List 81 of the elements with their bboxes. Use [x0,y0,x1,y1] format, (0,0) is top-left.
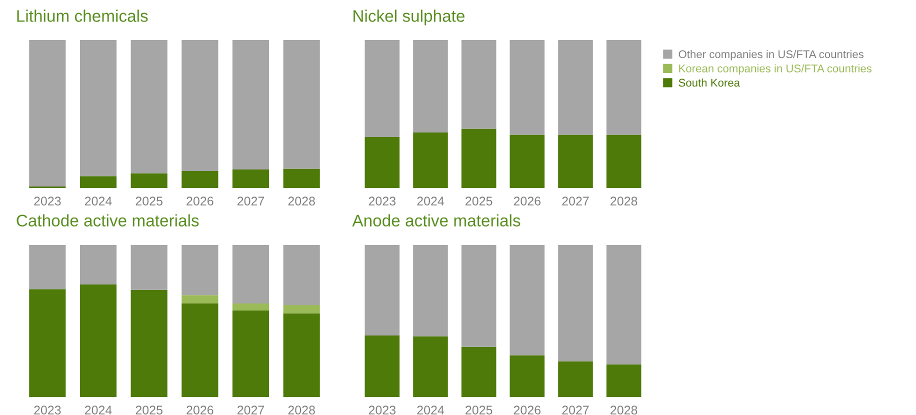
bar [413,245,448,336]
x-tick-label: 2026 [186,196,214,206]
x-tick-label: 2026 [186,406,214,415]
bar [232,170,270,188]
bar [461,40,496,129]
x-tick-label: 2028 [610,196,638,206]
chart-title: Lithium chemicals [17,10,148,22]
bar [606,245,642,364]
bar [413,40,448,132]
bar [232,40,270,170]
bar [29,40,66,187]
bar [461,245,496,347]
x-tick-label: 2028 [288,406,315,415]
x-tick-label: 2024 [417,406,444,415]
bar [510,355,545,397]
legend-label: Other companies in US/FTA countries [678,50,864,60]
bar [413,336,448,397]
x-tick-label: 2027 [562,196,589,206]
bar [364,335,400,397]
bar [80,40,117,176]
bar [283,40,320,169]
bar [510,245,545,356]
bar [510,134,545,188]
bar [182,304,218,397]
bar [130,245,168,290]
legend-label: South Korea [678,78,740,87]
x-tick-label: 2027 [237,196,264,206]
bar [80,176,117,188]
bar [130,40,168,174]
x-tick-label: 2025 [466,196,492,206]
legend-label: Korean companies in US/FTA countries [679,64,872,75]
bar [558,134,593,188]
chart-title: Anode active materials [352,214,520,227]
bar [510,40,545,135]
x-tick-label: 2027 [237,406,264,415]
x-tick-label: 2025 [466,406,492,415]
chart-title: Cathode active materials [16,214,199,227]
bar [283,313,320,397]
bar [130,173,168,188]
chart-title: Nickel sulphate [354,10,464,26]
x-tick-label: 2024 [84,196,112,206]
x-tick-label: 2025 [136,196,162,206]
bar [606,364,642,397]
bar [461,346,496,397]
bar [232,245,270,304]
bar [182,40,218,171]
bar [182,245,218,296]
bar [80,284,117,397]
x-tick-label: 2026 [514,406,541,415]
bar [182,170,218,188]
x-tick-label: 2024 [417,196,444,206]
x-tick-label: 2025 [136,406,162,415]
bar [283,168,320,188]
bar [558,40,593,135]
bar [461,128,496,188]
bar [558,361,593,397]
bar [29,289,66,397]
bar [283,245,320,306]
bar [558,245,593,362]
bar [232,304,270,310]
bar [283,305,320,314]
x-tick-label: 2023 [368,196,396,206]
x-tick-label: 2026 [514,196,541,206]
bar [182,295,218,304]
bar [364,40,400,137]
x-tick-label: 2028 [610,406,638,415]
bar [606,134,642,188]
bar [364,245,400,336]
bar [413,132,448,188]
bar [232,310,270,397]
x-tick-label: 2023 [368,406,396,415]
bar [80,245,117,285]
x-tick-label: 2028 [288,196,315,206]
bar [606,40,642,135]
x-tick-label: 2024 [84,406,112,415]
x-tick-label: 2027 [562,406,589,415]
bar [364,136,400,188]
x-tick-label: 2023 [34,196,61,206]
x-tick-label: 2023 [34,406,61,415]
bar [29,245,66,290]
bar [130,290,168,397]
